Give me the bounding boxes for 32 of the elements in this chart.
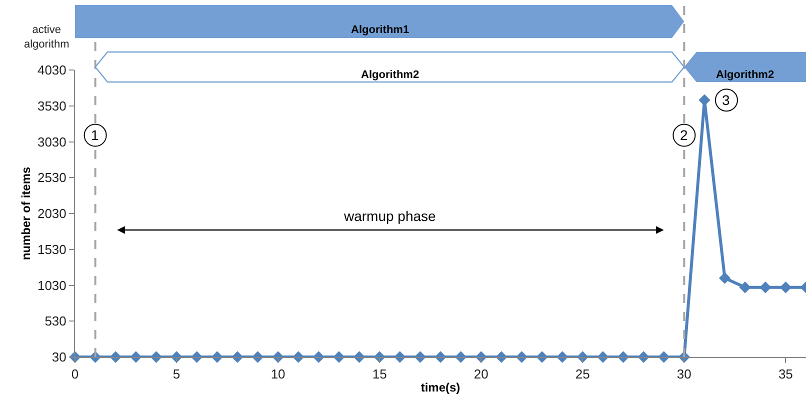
annotation: 3 xyxy=(722,92,730,108)
x-tick-label: 15 xyxy=(372,366,387,382)
y-tick-label: 1530 xyxy=(37,242,66,257)
y-tick-label: 1030 xyxy=(37,278,66,293)
y-tick-label: 30 xyxy=(52,350,66,365)
y-tick-label: 3530 xyxy=(37,98,66,114)
x-tick-label: 35 xyxy=(778,366,793,382)
x-tick-label: 25 xyxy=(575,366,590,382)
point xyxy=(698,94,710,106)
x-tick-label: 0 xyxy=(71,366,79,382)
y-tick-label: 4030 xyxy=(37,62,66,78)
y-tick-label: 2030 xyxy=(37,206,66,222)
x-tick-label: 10 xyxy=(270,366,286,382)
text: Algorithm1 xyxy=(351,24,410,36)
point xyxy=(760,282,772,294)
annotation: 2 xyxy=(680,127,688,143)
text: active algorithm xyxy=(24,24,70,50)
y-tick-label: 3030 xyxy=(37,134,66,150)
x-axis-title: time(s) xyxy=(420,380,460,394)
band-label: Algorithm2 xyxy=(361,69,420,81)
annotation: 1 xyxy=(91,127,99,143)
point xyxy=(739,282,751,294)
y-tick-label: 2530 xyxy=(37,170,66,186)
x-tick-label: 30 xyxy=(676,366,692,382)
point xyxy=(718,272,731,284)
x-tick-label: 20 xyxy=(474,366,488,382)
band-label: Algorithm2 xyxy=(716,69,774,81)
x-tick-label: 5 xyxy=(172,366,180,382)
annotation: warmup phase xyxy=(343,208,436,224)
y-tick-label: 530 xyxy=(44,314,66,329)
y-axis-title: number of items xyxy=(18,166,33,260)
point xyxy=(780,282,792,294)
